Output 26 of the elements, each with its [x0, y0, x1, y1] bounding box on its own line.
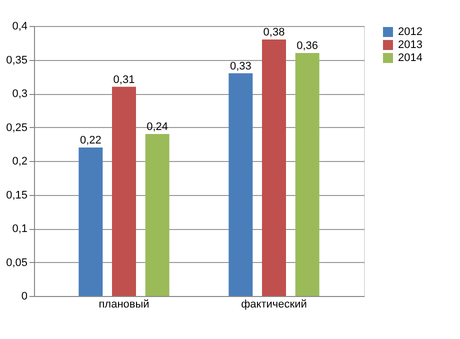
data-label: 0,33: [230, 60, 252, 72]
data-label: 0,38: [263, 26, 285, 38]
y-tick-label: 0,1: [12, 223, 28, 235]
y-tick-label: 0,35: [6, 54, 28, 66]
y-tick-label: 0,25: [6, 122, 28, 134]
y-tick-label: 0,2: [12, 156, 28, 168]
y-tick-label: 0,4: [12, 20, 28, 32]
y-tick-label: 0: [21, 290, 28, 302]
x-tick-label: плановый: [98, 298, 150, 310]
y-tick-label: 0,05: [6, 256, 28, 269]
data-label: 0,24: [146, 121, 168, 133]
bar: [78, 148, 103, 296]
data-label: 0,22: [80, 134, 102, 146]
bar: [262, 40, 286, 296]
bar: [228, 73, 253, 296]
y-tick-label: 0,15: [6, 189, 28, 202]
bar: [295, 53, 320, 296]
legend-label: 2012: [398, 26, 422, 38]
legend-label: 2014: [398, 52, 422, 64]
y-tick-label: 0,3: [12, 88, 28, 100]
legend-label: 2013: [398, 39, 422, 51]
data-label: 0,36: [296, 40, 318, 52]
x-tick-label: фактический: [241, 298, 307, 310]
bar: [112, 86, 136, 296]
bar: [145, 134, 170, 296]
data-label: 0,31: [113, 74, 135, 86]
